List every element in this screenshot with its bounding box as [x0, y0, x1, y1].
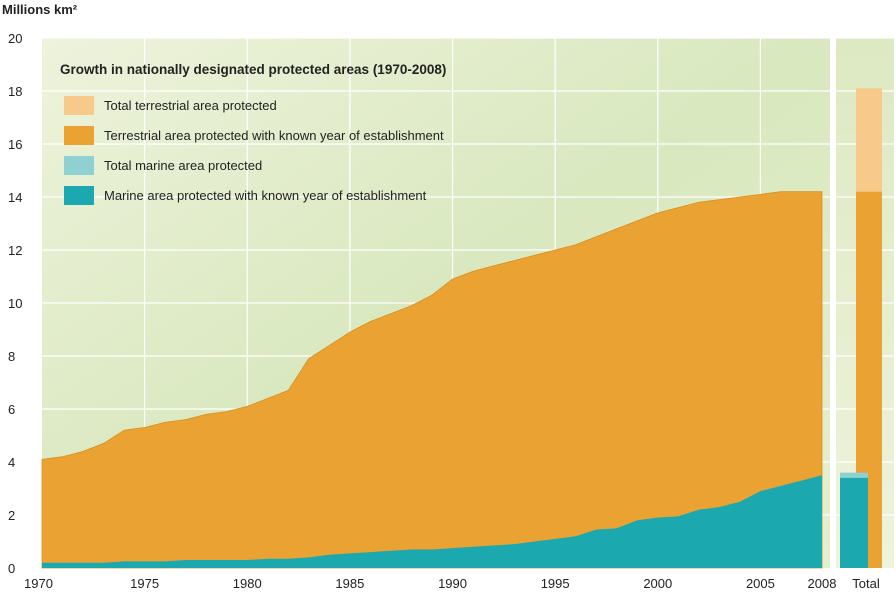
y-tick-label: 18 [8, 84, 22, 99]
x-tick-label: 2008 [808, 576, 837, 591]
x-tick-label: 1975 [130, 576, 159, 591]
total-label: Total [852, 576, 880, 591]
y-axis-label: Millions km² [2, 2, 78, 17]
terrestrial-area [41, 191, 823, 569]
marine-area [42, 475, 822, 568]
x-tick-label: 1985 [335, 576, 364, 591]
x-tick-label: 1990 [438, 576, 467, 591]
marine-known-bar [840, 477, 868, 568]
y-tick-label: 12 [8, 243, 22, 258]
x-tick-label: 1980 [233, 576, 262, 591]
y-tick-label: 16 [8, 137, 22, 152]
x-tick-label: 2005 [746, 576, 775, 591]
legend-swatch [64, 96, 94, 115]
x-tick-label: 1995 [541, 576, 570, 591]
area-series [41, 191, 823, 569]
legend-label: Total marine area protected [104, 158, 262, 173]
y-tick-label: 0 [8, 561, 15, 576]
legend-swatch [64, 126, 94, 145]
y-tick-label: 6 [8, 402, 15, 417]
y-tick-label: 10 [8, 296, 22, 311]
axes: 0 2 4 6 8 10 12 14 16 18 20 1970 1975 1980 1985 1990 199… [8, 31, 836, 591]
y-tick-label: 8 [8, 349, 15, 364]
y-tick-label: 4 [8, 455, 15, 470]
legend-label: Terrestrial area protected with known ye… [104, 128, 444, 143]
legend: Total terrestrial area protected Terrestr… [64, 96, 444, 205]
legend-label: Total terrestrial area protected [104, 98, 277, 113]
y-tick-label: 14 [8, 190, 22, 205]
legend-label: Marine area protected with known year of… [104, 188, 427, 203]
chart-title: Growth in nationally designated protecte… [60, 62, 446, 77]
legend-swatch [64, 186, 94, 205]
y-tick-label: 20 [8, 31, 22, 46]
x-tick-label: 2000 [643, 576, 672, 591]
x-tick-label: 1970 [24, 576, 53, 591]
legend-swatch [64, 156, 94, 175]
y-tick-label: 2 [8, 508, 15, 523]
total-bar [840, 88, 882, 568]
